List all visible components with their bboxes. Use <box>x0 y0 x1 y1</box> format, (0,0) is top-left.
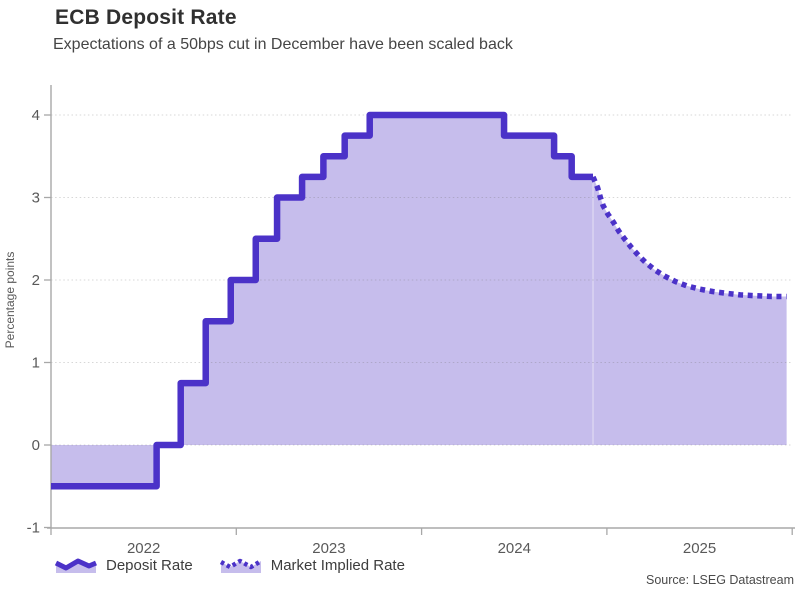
y-tick-label-0: 0 <box>32 437 40 454</box>
x-tick-label-2023: 2023 <box>312 540 345 557</box>
solid-wave-area-icon <box>54 558 97 573</box>
legend-label-market-implied-rate: Market Implied Rate <box>270 556 405 574</box>
deposit-rate-line <box>51 111 594 490</box>
page-title: ECB Deposit Rate <box>55 6 237 29</box>
x-tick-label-2024: 2024 <box>498 540 531 557</box>
chart-legend: Deposit Rate Market Implied Rate <box>54 555 405 575</box>
market-implied-rate-line <box>590 175 787 300</box>
y-tick-label-1: 1 <box>32 355 40 372</box>
y-tick-label-4: 4 <box>32 107 40 124</box>
x-tick-label-2022: 2022 <box>127 540 160 557</box>
legend-item-market-implied-rate: Market Implied Rate <box>219 555 405 575</box>
chart-subtitle: Expectations of a 50bps cut in December … <box>53 36 513 53</box>
legend-label-deposit-rate: Deposit Rate <box>106 556 193 574</box>
x-tick-label-2025: 2025 <box>683 540 716 557</box>
rate-area-fill <box>51 115 787 487</box>
dotted-wave-area-icon <box>219 558 262 573</box>
y-axis-title: Percentage points <box>3 252 17 349</box>
y-tick-label-3: 3 <box>32 190 40 207</box>
y-tick-label--1: -1 <box>27 520 40 537</box>
legend-item-deposit-rate: Deposit Rate <box>54 555 193 575</box>
y-tick-label-2: 2 <box>32 272 40 289</box>
source-attribution: Source: LSEG Datastream <box>646 573 794 587</box>
